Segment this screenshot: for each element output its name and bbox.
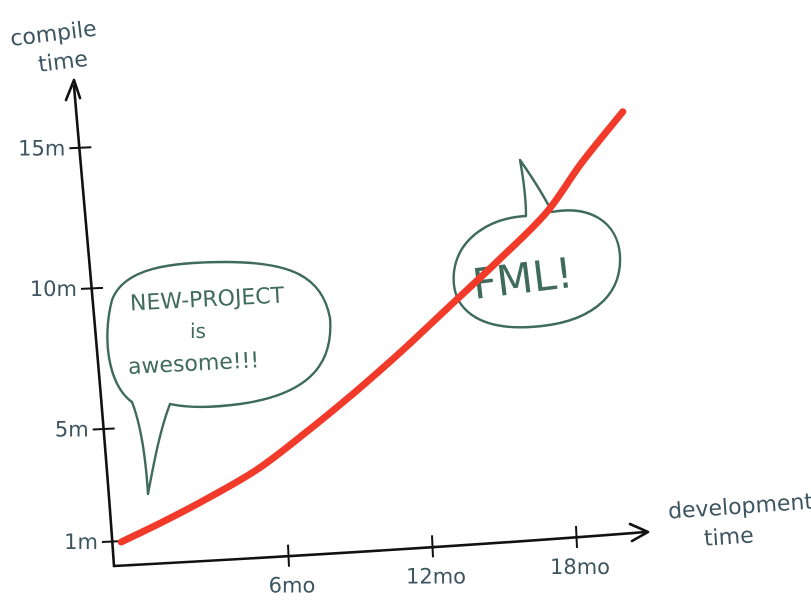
y-tick-mark-5m: [92, 427, 115, 431]
y-tick-label-15m: 15m: [18, 136, 65, 160]
x-tick-label-12mo: 12mo: [406, 564, 466, 588]
x-axis-ticks: 6mo 12mo 18mo: [269, 525, 610, 598]
x-axis-title-line-2: time: [703, 523, 754, 551]
y-tick-label-5m: 5m: [55, 418, 89, 442]
y-tick-mark-10m: [80, 286, 104, 290]
x-tick-mark-12mo: [431, 535, 434, 558]
x-axis-title: development time: [667, 490, 811, 552]
x-axis-title-line-1: development: [667, 490, 811, 525]
x-tick-label-6mo: 6mo: [269, 574, 316, 598]
x-tick-label-18mo: 18mo: [550, 555, 610, 579]
y-tick-label-1m: 1m: [64, 530, 98, 554]
speech-bubble-left-line-2: is: [190, 319, 206, 343]
y-tick-mark-15m: [69, 146, 92, 150]
x-tick-mark-18mo: [575, 525, 578, 549]
speech-bubble-right-text: FML!: [470, 248, 576, 309]
x-tick-mark-6mo: [287, 544, 290, 567]
speech-bubble-right-outline: [452, 158, 622, 329]
y-tick-label-10m: 10m: [30, 277, 77, 301]
series-group: [117, 108, 627, 546]
y-axis-title-line-2: time: [37, 47, 89, 78]
x-axis-arrowhead: [628, 522, 650, 543]
speech-bubble-left-line-1: NEW-PROJECT: [129, 283, 285, 316]
speech-bubble-left: NEW-PROJECT is awesome!!!: [106, 260, 332, 496]
y-axis-arrowhead: [64, 78, 82, 102]
series-line-0: [117, 108, 627, 546]
y-axis-line: [72, 84, 116, 568]
y-axis-ticks: 1m 5m 10m 15m: [18, 136, 125, 554]
y-axis-title: compile time: [9, 17, 98, 78]
speech-bubble-left-outline: [106, 260, 332, 496]
speech-bubble-right: FML!: [452, 158, 622, 329]
speech-bubble-left-line-3: awesome!!!: [127, 348, 259, 380]
